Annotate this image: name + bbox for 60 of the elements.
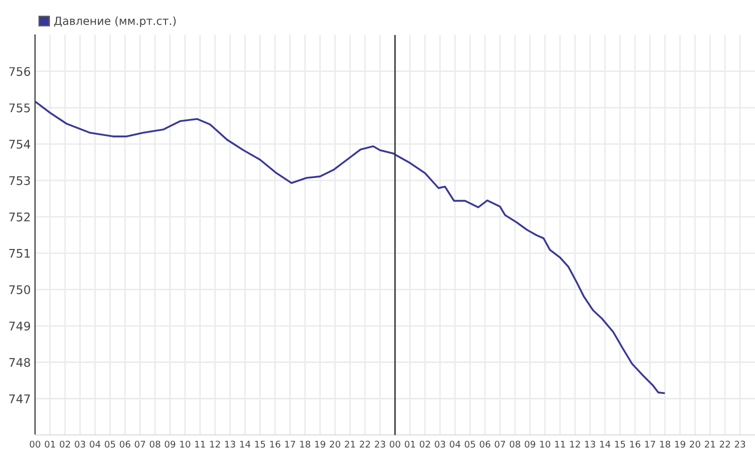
y-tick-label: 756 [9,67,30,76]
y-tick-label: 753 [9,176,30,186]
x-tick-label: 19 [675,440,686,448]
y-tick-label: 752 [9,212,30,222]
x-tick-label: 13 [585,440,596,448]
x-tick-label: 04 [90,440,100,448]
y-tick-label: 754 [9,140,30,149]
x-tick-label: 07 [494,440,506,448]
x-tick-label: 18 [300,440,310,448]
x-tick-label: 12 [210,440,220,448]
x-tick-label: 10 [180,440,190,448]
y-tick-label: 755 [9,104,30,112]
x-tick-label: 20 [330,440,340,448]
x-tick-label: 05 [104,440,116,448]
x-tick-label: 16 [630,440,640,448]
x-tick-label: 08 [150,440,160,448]
x-tick-label: 16 [270,440,280,448]
x-tick-label: 23 [374,440,386,448]
x-tick-label: 22 [720,440,730,448]
y-tick-label: 748 [9,358,30,367]
y-tick-label: 750 [9,285,30,294]
x-tick-label: 05 [464,440,476,448]
x-tick-label: 12 [570,440,580,448]
x-tick-label: 01 [44,440,56,448]
x-tick-label: 15 [615,440,626,448]
x-tick-label: 18 [660,440,670,448]
x-tick-label: 06 [120,440,130,448]
x-tick-label: 17 [285,440,296,448]
x-tick-label: 10 [540,440,550,448]
x-tick-label: 02 [60,440,70,448]
x-tick-label: 14 [240,440,250,448]
x-tick-label: 01 [404,440,415,448]
x-tick-label: 21 [704,440,715,448]
y-tick-label: 749 [9,322,30,331]
x-tick-label: 02 [420,440,430,448]
x-tick-label: 11 [195,440,206,448]
x-tick-label: 14 [600,440,610,448]
x-tick-label: 22 [360,440,370,448]
y-tick-label: 751 [9,249,30,258]
x-tick-label: 03 [74,440,86,448]
x-tick-label: 06 [480,440,490,448]
x-tick-label: 09 [524,440,536,448]
y-tick-label: 747 [9,394,30,404]
x-tick-label: 09 [164,440,176,448]
x-tick-label: 15 [255,440,266,448]
x-tick-label: 00 [30,440,40,448]
legend-label: Давление (мм.рт.ст.) [54,16,176,28]
line-series [35,101,665,394]
x-tick-label: 11 [555,440,565,448]
x-tick-label: 19 [315,440,326,448]
x-tick-label: 17 [645,440,656,448]
x-tick-label: 23 [734,440,746,448]
x-tick-label: 03 [434,440,446,448]
x-tick-label: 04 [450,440,460,448]
x-tick-label: 00 [390,440,400,448]
x-tick-label: 07 [134,440,146,448]
x-tick-label: 21 [344,440,356,448]
x-tick-label: 13 [225,440,236,448]
x-tick-label: 08 [510,440,520,448]
x-tick-label: 20 [690,440,700,448]
